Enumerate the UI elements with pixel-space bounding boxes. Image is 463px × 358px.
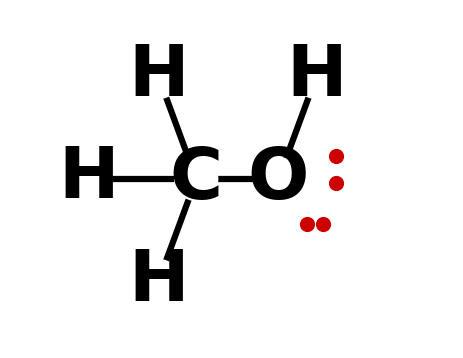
Point xyxy=(319,221,326,227)
Circle shape xyxy=(67,158,110,200)
Text: H: H xyxy=(285,43,346,111)
Text: H: H xyxy=(58,145,119,213)
Text: H: H xyxy=(128,247,188,315)
Text: C: C xyxy=(169,145,222,213)
Circle shape xyxy=(294,55,337,98)
Point xyxy=(303,221,310,227)
Circle shape xyxy=(137,260,180,303)
Point xyxy=(332,153,339,159)
Circle shape xyxy=(137,55,180,98)
Text: O: O xyxy=(247,145,308,213)
Point xyxy=(332,180,339,185)
Text: H: H xyxy=(128,43,188,111)
Circle shape xyxy=(257,158,300,200)
Circle shape xyxy=(175,158,217,200)
